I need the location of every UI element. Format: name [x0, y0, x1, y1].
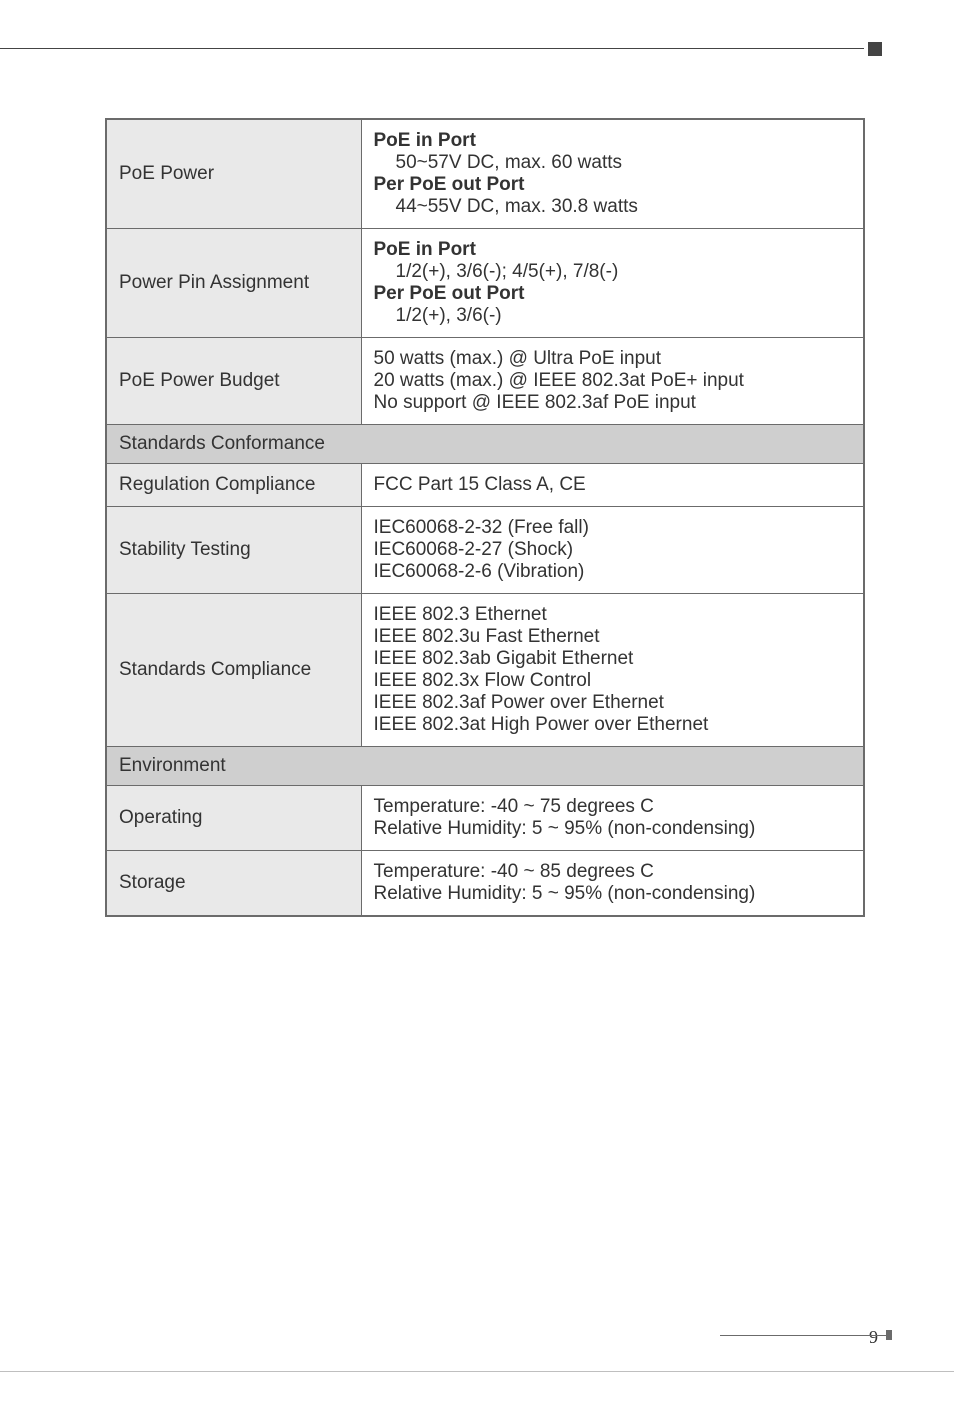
value-line: IEEE 802.3u Fast Ethernet — [374, 626, 600, 647]
top-rule — [0, 48, 864, 49]
row-value: PoE in Port 50~57V DC, max. 60 watts Per… — [361, 119, 864, 229]
value-line: IEC60068-2-27 (Shock) — [374, 539, 574, 560]
value-line: IEEE 802.3ab Gigabit Ethernet — [374, 648, 634, 669]
row-label: Power Pin Assignment — [106, 229, 361, 338]
value-heading: PoE in Port — [374, 130, 476, 151]
row-label: Regulation Compliance — [106, 464, 361, 507]
table-row: Regulation Compliance FCC Part 15 Class … — [106, 464, 864, 507]
table-row: Standards Compliance IEEE 802.3 Ethernet… — [106, 594, 864, 747]
section-header-row: Environment — [106, 747, 864, 786]
value-line: No support @ IEEE 802.3af PoE input — [374, 392, 696, 413]
value-line: Temperature: -40 ~ 85 degrees C — [374, 861, 654, 882]
value-line: 1/2(+), 3/6(-) — [374, 305, 852, 327]
value-line: IEC60068-2-32 (Free fall) — [374, 517, 589, 538]
row-label: Stability Testing — [106, 507, 361, 594]
value-line: 50~57V DC, max. 60 watts — [374, 152, 852, 174]
value-heading: Per PoE out Port — [374, 283, 525, 304]
table-row: Operating Temperature: -40 ~ 75 degrees … — [106, 786, 864, 851]
row-label: Standards Compliance — [106, 594, 361, 747]
value-heading: PoE in Port — [374, 239, 476, 260]
value-line: Relative Humidity: 5 ~ 95% (non-condensi… — [374, 883, 756, 904]
value-line: IEEE 802.3at High Power over Ethernet — [374, 714, 709, 735]
row-value: Temperature: -40 ~ 85 degrees C Relative… — [361, 851, 864, 917]
row-value: IEC60068-2-32 (Free fall) IEC60068-2-27 … — [361, 507, 864, 594]
specifications-table: PoE Power PoE in Port 50~57V DC, max. 60… — [105, 118, 865, 917]
value-line: 50 watts (max.) @ Ultra PoE input — [374, 348, 662, 369]
row-label: Operating — [106, 786, 361, 851]
top-corner-mark — [868, 42, 882, 56]
value-line: IEEE 802.3x Flow Control — [374, 670, 592, 691]
row-label: PoE Power Budget — [106, 338, 361, 425]
table-row: Power Pin Assignment PoE in Port 1/2(+),… — [106, 229, 864, 338]
table-row: PoE Power PoE in Port 50~57V DC, max. 60… — [106, 119, 864, 229]
row-value: FCC Part 15 Class A, CE — [361, 464, 864, 507]
footer-rule — [0, 1371, 954, 1372]
value-heading: Per PoE out Port — [374, 174, 525, 195]
value-line: 44~55V DC, max. 30.8 watts — [374, 196, 852, 218]
table-row: PoE Power Budget 50 watts (max.) @ Ultra… — [106, 338, 864, 425]
page-number: 9 — [869, 1327, 878, 1348]
table-row: Stability Testing IEC60068-2-32 (Free fa… — [106, 507, 864, 594]
row-value: PoE in Port 1/2(+), 3/6(-); 4/5(+), 7/8(… — [361, 229, 864, 338]
row-value: Temperature: -40 ~ 75 degrees C Relative… — [361, 786, 864, 851]
value-line: Temperature: -40 ~ 75 degrees C — [374, 796, 654, 817]
section-header: Standards Conformance — [106, 425, 864, 464]
value-line: IEC60068-2-6 (Vibration) — [374, 561, 585, 582]
row-value: IEEE 802.3 Ethernet IEEE 802.3u Fast Eth… — [361, 594, 864, 747]
value-line: 1/2(+), 3/6(-); 4/5(+), 7/8(-) — [374, 261, 852, 283]
section-header-row: Standards Conformance — [106, 425, 864, 464]
value-line: 20 watts (max.) @ IEEE 802.3at PoE+ inpu… — [374, 370, 744, 391]
value-line: IEEE 802.3af Power over Ethernet — [374, 692, 664, 713]
row-label: Storage — [106, 851, 361, 917]
row-value: 50 watts (max.) @ Ultra PoE input 20 wat… — [361, 338, 864, 425]
value-line: Relative Humidity: 5 ~ 95% (non-condensi… — [374, 818, 756, 839]
value-line: IEEE 802.3 Ethernet — [374, 604, 547, 625]
row-label: PoE Power — [106, 119, 361, 229]
section-header: Environment — [106, 747, 864, 786]
table-row: Storage Temperature: -40 ~ 85 degrees C … — [106, 851, 864, 917]
bottom-rule — [720, 1335, 890, 1336]
